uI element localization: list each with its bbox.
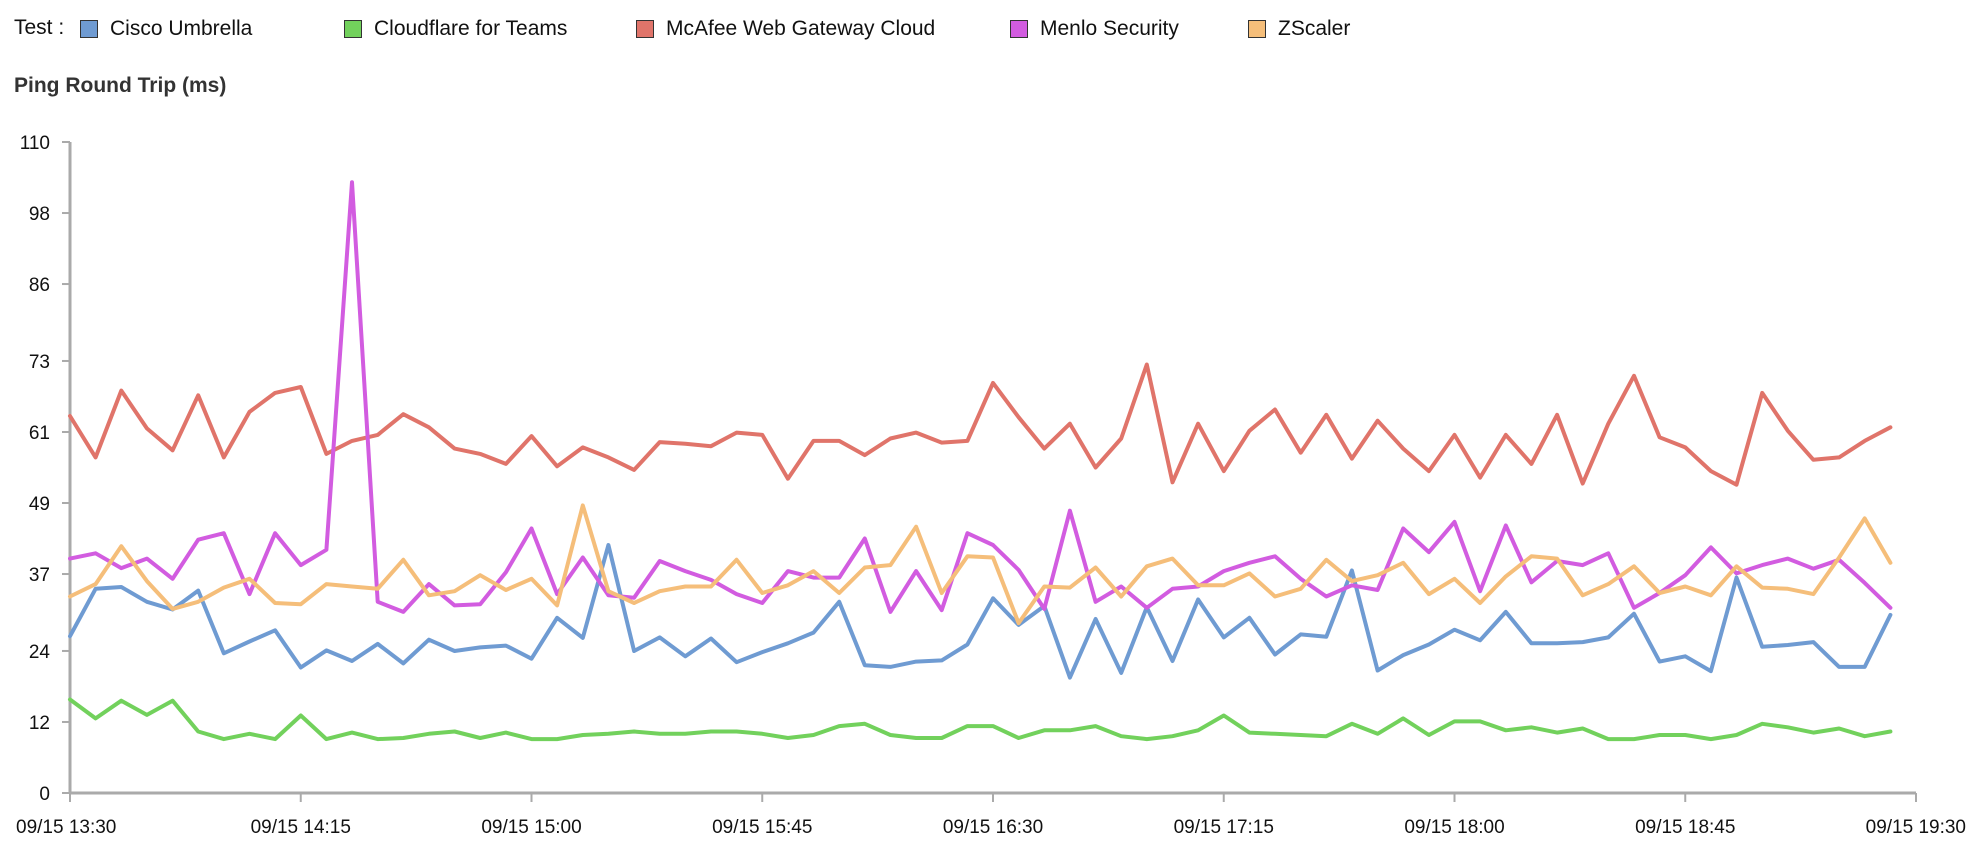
x-tick-label: 09/15 14:15 [251, 817, 351, 838]
series-line-cloudflare-for-teams[interactable] [68, 697, 1893, 742]
legend-swatch-mcafee-web-gateway-cloud [636, 20, 654, 38]
series-line-zscaler[interactable] [68, 503, 1893, 626]
legend-label-zscaler: ZScaler [1278, 17, 1351, 40]
legend-item-cloudflare-for-teams[interactable]: Cloudflare for Teams [344, 14, 567, 44]
legend-swatch-cloudflare-for-teams [344, 20, 362, 38]
y-tick-label: 49 [29, 494, 50, 515]
legend-label-mcafee-web-gateway-cloud: McAfee Web Gateway Cloud [666, 17, 936, 40]
legend-label-menlo-security: Menlo Security [1040, 17, 1179, 40]
x-tick-label: 09/15 18:45 [1635, 817, 1735, 838]
y-tick-label: 110 [20, 133, 50, 154]
y-tick-label: 0 [39, 784, 50, 805]
series-lines [68, 180, 1893, 742]
x-tick-label: 09/15 16:30 [943, 817, 1043, 838]
legend-label-cisco-umbrella: Cisco Umbrella [110, 17, 253, 40]
legend-swatch-menlo-security [1010, 20, 1028, 38]
series-line-cisco-umbrella[interactable] [68, 543, 1893, 680]
legend-item-zscaler[interactable]: ZScaler [1248, 14, 1350, 44]
y-tick-label: 86 [29, 275, 50, 296]
y-tick-label: 61 [29, 423, 50, 444]
y-axis: 0 12 24 37 49 61 73 86 98 110 [20, 133, 70, 805]
legend-label-cloudflare-for-teams: Cloudflare for Teams [374, 17, 568, 40]
series-line-menlo-security[interactable] [68, 180, 1893, 614]
y-tick-label: 73 [29, 352, 50, 373]
x-tick-label: 09/15 15:00 [481, 817, 581, 838]
legend-swatch-cisco-umbrella [80, 20, 98, 38]
x-tick-label: 09/15 18:00 [1404, 817, 1504, 838]
x-tick-label: 09/15 19:30 [1866, 817, 1966, 838]
y-tick-label: 37 [29, 565, 50, 586]
y-tick-label: 98 [29, 204, 50, 225]
legend-item-mcafee-web-gateway-cloud[interactable]: McAfee Web Gateway Cloud [636, 14, 935, 44]
series-line-mcafee-web-gateway-cloud[interactable] [68, 362, 1893, 487]
x-tick-label: 09/15 17:15 [1174, 817, 1274, 838]
chart-title: Ping Round Trip (ms) [14, 74, 227, 97]
x-axis: 09/15 13:30 09/15 14:15 09/15 15:00 09/15 1… [16, 793, 1966, 838]
x-tick-label: 09/15 15:45 [712, 817, 812, 838]
legend: Test : Cisco Umbrella Cloudflare for Tea… [14, 14, 1964, 44]
legend-swatch-zscaler [1248, 20, 1266, 38]
y-tick-label: 24 [29, 642, 51, 663]
legend-item-menlo-security[interactable]: Menlo Security [1010, 14, 1179, 44]
legend-item-cisco-umbrella[interactable]: Cisco Umbrella [80, 14, 252, 44]
y-tick-label: 12 [29, 713, 50, 734]
legend-title: Test : [14, 16, 65, 39]
x-tick-label: 09/15 13:30 [16, 817, 116, 838]
